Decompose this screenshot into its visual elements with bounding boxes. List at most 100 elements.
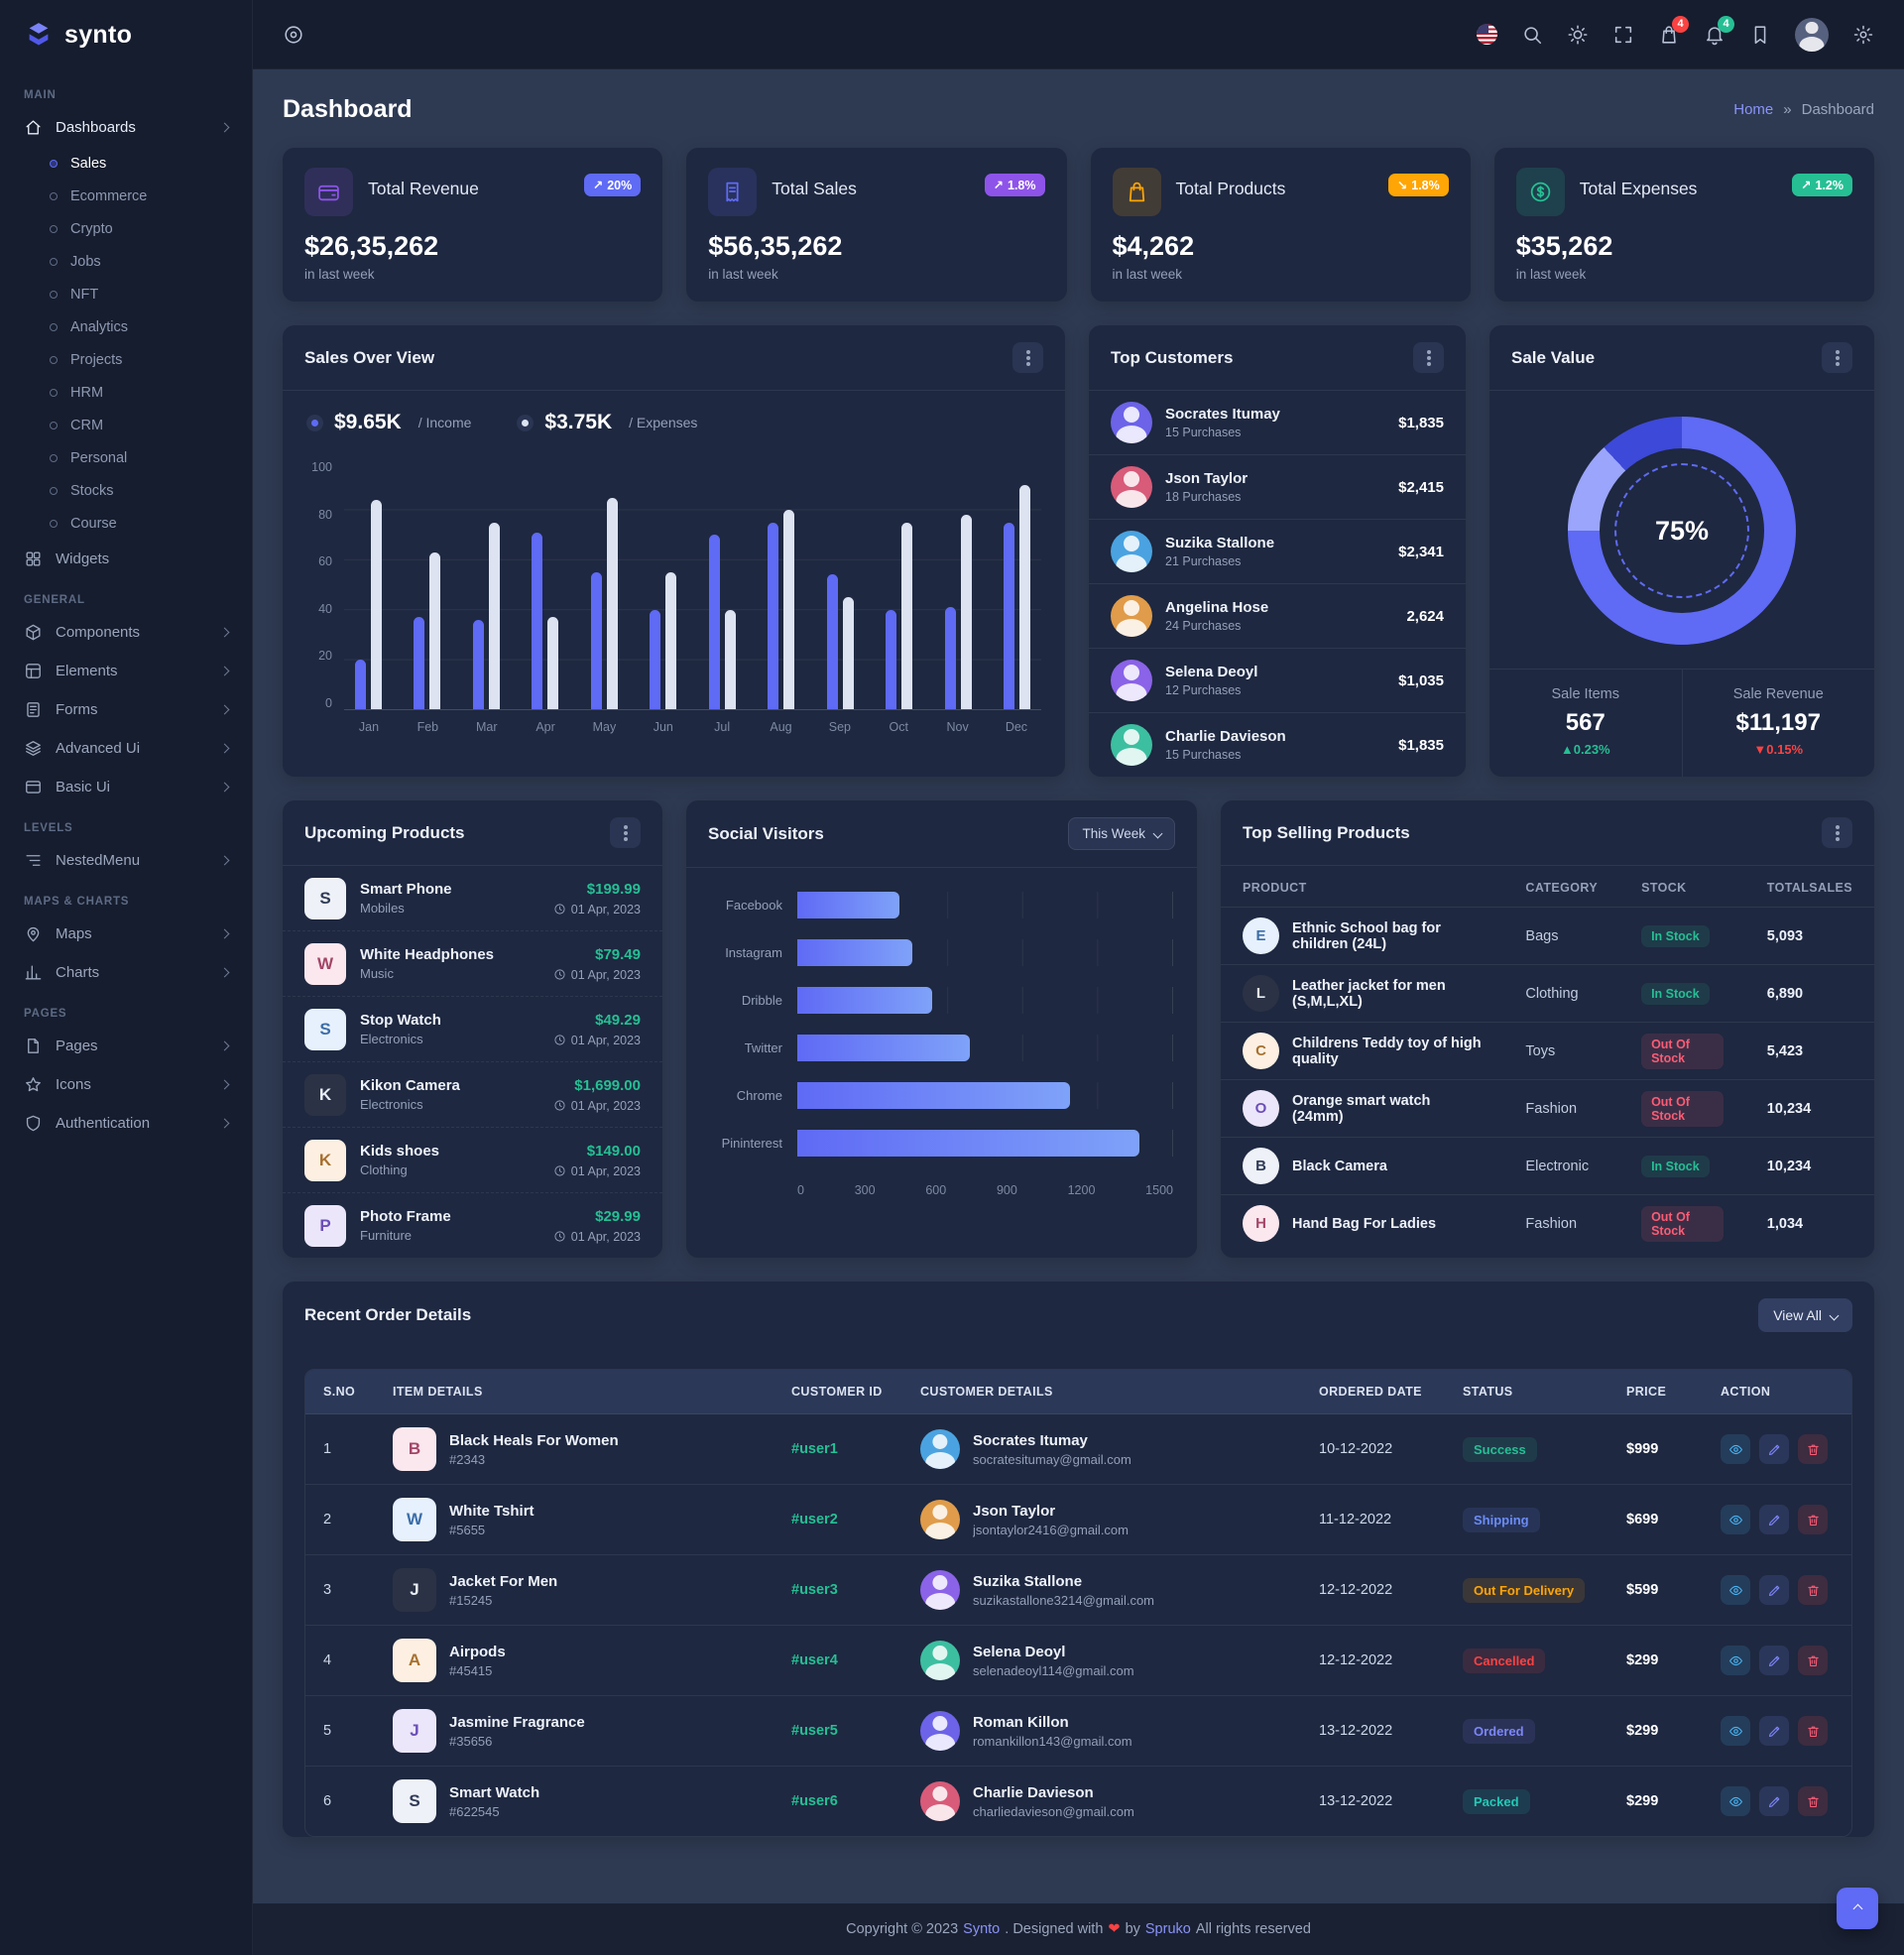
social-bar-row: Twitter xyxy=(698,1035,1173,1061)
product-date: 01 Apr, 2023 xyxy=(553,1164,641,1178)
product-image: K xyxy=(304,1139,346,1181)
upcoming-product-item[interactable]: K Kids shoes Clothing $149.00 01 Apr, 20… xyxy=(283,1128,662,1193)
x-axis-label: Oct xyxy=(889,720,908,734)
sidebar-subitem-jobs[interactable]: Jobs xyxy=(0,245,252,278)
order-customer-id[interactable]: #user6 xyxy=(774,1766,902,1836)
card-menu-button[interactable] xyxy=(1012,342,1043,373)
edit-order-button[interactable] xyxy=(1759,1505,1789,1534)
customer-list-item[interactable]: Charlie Davieson 15 Purchases $1,835 xyxy=(1089,713,1466,777)
customer-list-item[interactable]: Suzika Stallone 21 Purchases $2,341 xyxy=(1089,520,1466,584)
product-total-sales: 10,234 xyxy=(1744,1079,1874,1138)
brand[interactable]: synto xyxy=(0,0,252,69)
order-customer-id[interactable]: #user1 xyxy=(774,1413,902,1485)
sidebar-subitem-course[interactable]: Course xyxy=(0,507,252,540)
upcoming-product-item[interactable]: P Photo Frame Furniture $29.99 01 Apr, 2… xyxy=(283,1193,662,1258)
view-order-button[interactable] xyxy=(1721,1575,1750,1605)
notifications-icon[interactable]: 4 xyxy=(1704,15,1734,46)
delete-order-button[interactable] xyxy=(1798,1716,1828,1746)
sidebar-item-label: Forms xyxy=(56,701,98,718)
sidebar-subitem-crm[interactable]: CRM xyxy=(0,409,252,441)
customer-list-item[interactable]: Socrates Itumay 15 Purchases $1,835 xyxy=(1089,391,1466,455)
sidebar-item-elements[interactable]: Elements xyxy=(0,652,252,690)
card-menu-button[interactable] xyxy=(1822,342,1852,373)
bookmark-icon[interactable] xyxy=(1749,24,1771,46)
sidebar-item-label: Charts xyxy=(56,964,100,981)
widgets-icon xyxy=(24,550,43,568)
sidebar-item-widgets[interactable]: Widgets xyxy=(0,540,252,578)
sidebar-item-authentication[interactable]: Authentication xyxy=(0,1104,252,1143)
view-order-button[interactable] xyxy=(1721,1434,1750,1464)
sidebar-item-nestedmenu[interactable]: NestedMenu xyxy=(0,841,252,880)
delete-order-button[interactable] xyxy=(1798,1434,1828,1464)
sidebar-subitem-personal[interactable]: Personal xyxy=(0,441,252,474)
search-icon[interactable] xyxy=(1521,24,1543,46)
sidebar-item-advanced-ui[interactable]: Advanced Ui xyxy=(0,729,252,768)
customer-list-item[interactable]: Json Taylor 18 Purchases $2,415 xyxy=(1089,455,1466,520)
customer-list-item[interactable]: Selena Deoyl 12 Purchases $1,035 xyxy=(1089,649,1466,713)
card-menu-button[interactable] xyxy=(1822,817,1852,848)
bullet-icon xyxy=(50,486,58,495)
upcoming-product-item[interactable]: W White Headphones Music $79.49 01 Apr, … xyxy=(283,931,662,997)
sidebar-item-maps[interactable]: Maps xyxy=(0,915,252,953)
upcoming-product-item[interactable]: K Kikon Camera Electronics $1,699.00 01 … xyxy=(283,1062,662,1128)
product-table-row: H Hand Bag For Ladies Fashion Out Of Sto… xyxy=(1221,1195,1874,1253)
card-menu-button[interactable] xyxy=(610,817,641,848)
scroll-to-top-button[interactable] xyxy=(1837,1888,1878,1929)
delete-order-button[interactable] xyxy=(1798,1575,1828,1605)
view-order-button[interactable] xyxy=(1721,1716,1750,1746)
edit-order-button[interactable] xyxy=(1759,1575,1789,1605)
sidebar-item-icons[interactable]: Icons xyxy=(0,1065,252,1104)
sidebar-subitem-stocks[interactable]: Stocks xyxy=(0,474,252,507)
chevron-right-icon xyxy=(219,627,230,638)
sidebar-item-charts[interactable]: Charts xyxy=(0,953,252,992)
delete-order-button[interactable] xyxy=(1798,1786,1828,1816)
edit-order-button[interactable] xyxy=(1759,1716,1789,1746)
column-header: CUSTOMER DETAILS xyxy=(902,1370,1301,1414)
stat-card: Total Products ↘ 1.8% $4,262 in last wee… xyxy=(1090,148,1471,302)
edit-order-button[interactable] xyxy=(1759,1646,1789,1675)
sidebar-item-basic-ui[interactable]: Basic Ui xyxy=(0,768,252,806)
view-all-button[interactable]: View All xyxy=(1758,1298,1852,1332)
breadcrumb-home[interactable]: Home xyxy=(1733,101,1774,118)
footer-brand-link[interactable]: Synto xyxy=(963,1921,1001,1937)
edit-order-button[interactable] xyxy=(1759,1434,1789,1464)
view-order-button[interactable] xyxy=(1721,1505,1750,1534)
cart-icon[interactable]: 4 xyxy=(1658,15,1689,46)
eye-icon xyxy=(1728,1583,1743,1598)
sidebar-item-pages[interactable]: Pages xyxy=(0,1027,252,1065)
theme-toggle-icon[interactable] xyxy=(1567,24,1589,46)
edit-order-button[interactable] xyxy=(1759,1786,1789,1816)
upcoming-product-item[interactable]: S Stop Watch Electronics $49.29 01 Apr, … xyxy=(283,997,662,1062)
view-order-button[interactable] xyxy=(1721,1786,1750,1816)
sidebar-toggle-icon[interactable] xyxy=(283,24,304,46)
chevron-right-icon xyxy=(219,666,230,676)
user-avatar[interactable] xyxy=(1795,17,1829,52)
week-filter-select[interactable]: This Week xyxy=(1068,817,1175,850)
order-customer-id[interactable]: #user5 xyxy=(774,1695,902,1767)
sidebar-subitem-sales[interactable]: Sales xyxy=(0,147,252,180)
sidebar-subitem-projects[interactable]: Projects xyxy=(0,343,252,376)
order-customer-id[interactable]: #user2 xyxy=(774,1484,902,1555)
sidebar-subitem-crypto[interactable]: Crypto xyxy=(0,212,252,245)
view-order-button[interactable] xyxy=(1721,1646,1750,1675)
settings-gear-icon[interactable] xyxy=(1852,24,1874,46)
sidebar-subitem-nft[interactable]: NFT xyxy=(0,278,252,310)
delete-order-button[interactable] xyxy=(1798,1646,1828,1675)
upcoming-product-item[interactable]: S Smart Phone Mobiles $199.99 01 Apr, 20… xyxy=(283,866,662,931)
language-flag-icon[interactable] xyxy=(1477,24,1497,45)
card-menu-button[interactable] xyxy=(1413,342,1444,373)
customer-list-item[interactable]: Angelina Hose 24 Purchases 2,624 xyxy=(1089,584,1466,649)
order-customer-id[interactable]: #user4 xyxy=(774,1625,902,1696)
fullscreen-icon[interactable] xyxy=(1612,24,1634,46)
sidebar-item-components[interactable]: Components xyxy=(0,613,252,652)
delete-order-button[interactable] xyxy=(1798,1505,1828,1534)
sidebar-subitem-hrm[interactable]: HRM xyxy=(0,376,252,409)
sidebar-subitem-ecommerce[interactable]: Ecommerce xyxy=(0,180,252,212)
sidebar-subitem-analytics[interactable]: Analytics xyxy=(0,310,252,343)
product-name: Smart Phone xyxy=(360,881,452,898)
footer-designer-link[interactable]: Spruko xyxy=(1144,1921,1191,1937)
stat-trend-badge: ↗ 1.8% xyxy=(984,174,1045,196)
order-customer-id[interactable]: #user3 xyxy=(774,1554,902,1626)
sidebar-item-dashboards[interactable]: Dashboards xyxy=(0,108,252,147)
sidebar-item-forms[interactable]: Forms xyxy=(0,690,252,729)
